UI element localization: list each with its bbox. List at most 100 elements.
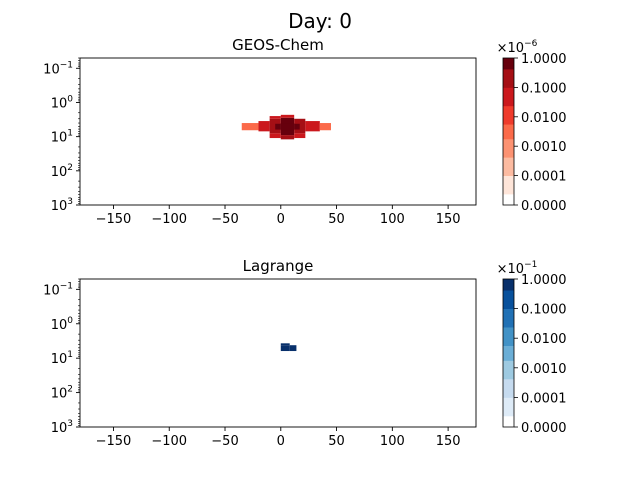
panel1-heatmap-cell [258, 121, 270, 132]
panel1-colorbar-swatch [503, 168, 514, 173]
panel1-colorbar-swatch [503, 171, 514, 176]
panel2-colorbar-swatch [503, 338, 514, 343]
panel1-colorbar-frame [502, 57, 515, 206]
panel2-y-tick-label: 103 [51, 419, 73, 436]
panel2-x-tick-label: 100 [380, 434, 405, 449]
panel2-colorbar-tick-label: 0.1000 [521, 303, 567, 318]
panel2-colorbar-tick-label: 0.0001 [521, 391, 567, 406]
panel2-colorbar-swatch [503, 378, 514, 383]
panel2-y-tick-label: 102 [51, 385, 73, 402]
panel1-colorbar-swatch [503, 58, 514, 63]
panel2-colorbar-swatch [503, 282, 514, 287]
panel1-y-tick-label: 103 [51, 197, 73, 214]
panel1-y-tick-label: 102 [51, 163, 73, 180]
panel2-colorbar-swatch [503, 308, 514, 313]
panel2-colorbar-swatch [503, 312, 514, 317]
panel1-colorbar-swatch [503, 182, 514, 188]
panel1-colorbar-swatch [503, 124, 514, 129]
panel2-colorbar-swatch [503, 286, 514, 291]
panel2-colorbar-swatch [503, 345, 514, 350]
panel1-heatmap-cell [241, 123, 259, 131]
panel2-heatmap-cell [280, 343, 290, 346]
panel1-colorbar-swatch [503, 142, 514, 147]
panel2-y-tick-label: 10−1 [43, 281, 73, 298]
panel2-colorbar-swatch [503, 408, 514, 413]
panel2-colorbar-swatch [503, 349, 514, 354]
panel1-colorbar-swatch [503, 113, 514, 118]
panel1-heatmap-cell [280, 114, 295, 118]
panel2-colorbar-swatch [503, 323, 514, 328]
panel2-colorbar-swatch [503, 415, 514, 420]
panel2-plot-area [80, 279, 476, 427]
panel2-x-tick-label: 0 [277, 434, 285, 449]
panel2-colorbar-swatch [503, 371, 514, 376]
panel1-heatmap-cell [275, 123, 281, 130]
panel2-colorbar-swatch [503, 375, 514, 380]
panel1-colorbar-swatch [503, 153, 514, 158]
panel1-x-tick-label: −150 [96, 212, 132, 227]
panel1-y-tick-label: 10−1 [43, 60, 73, 77]
panel1-colorbar-swatch [503, 135, 514, 140]
panel2-colorbar-swatch [503, 423, 514, 428]
panel1-colorbar-tick-label: 0.0001 [521, 170, 567, 185]
panel1-colorbar-swatch [503, 72, 514, 77]
panel2-title: Lagrange [243, 257, 314, 275]
panel2-colorbar-swatch [503, 397, 514, 402]
panel1-x-tick-label: 0 [277, 212, 285, 227]
panel1-colorbar-swatch [503, 190, 514, 195]
panel1-colorbar-swatch [503, 175, 514, 180]
panel1-colorbar-tick-label: 0.0100 [521, 111, 567, 126]
panel1-colorbar-swatch [503, 164, 514, 169]
panel2-colorbar-swatch [503, 401, 514, 406]
panel2-colorbar-swatch [503, 279, 514, 284]
panel2-colorbar-swatch [503, 364, 514, 369]
panel1-x-tick-label: −50 [211, 212, 238, 227]
panel2-colorbar-swatch [503, 367, 514, 372]
panel2-colorbar-swatch [503, 301, 514, 306]
panel2-colorbar-swatch [503, 293, 514, 298]
panel1-heatmap-cell [294, 123, 300, 130]
panel1-colorbar-swatch [503, 116, 514, 121]
panel2-colorbar-swatch [503, 386, 514, 391]
panel2-colorbar-swatch [503, 356, 514, 361]
panel2-colorbar-tick-label: 1.0000 [521, 273, 567, 288]
panel1-x-tick-label: −100 [151, 212, 187, 227]
panel2-colorbar-swatch [503, 360, 514, 365]
panel2-colorbar-swatch [503, 419, 514, 424]
panel2-colorbar-tick-label: 0.0000 [521, 421, 567, 436]
panel1-colorbar-swatch [503, 61, 514, 66]
panel2-colorbar-swatch [503, 327, 514, 332]
panel2-heatmap-cell [289, 345, 297, 352]
panel1-colorbar-swatch [503, 146, 514, 151]
panel1-colorbar-swatch [503, 201, 514, 206]
panel1-colorbar-tick-label: 0.0010 [521, 140, 567, 155]
panel2-colorbar-tick-label: 0.0010 [521, 362, 567, 377]
figure-suptitle: Day: 0 [288, 9, 352, 33]
panel2-x-tick-label: 50 [328, 434, 345, 449]
panel2-colorbar-swatch [503, 404, 514, 409]
panel2-x-tick-label: −150 [96, 434, 132, 449]
panel1-colorbar-swatch [503, 157, 514, 162]
panel1-colorbar-swatch [503, 193, 514, 199]
panel2-heatmap-cell [280, 345, 290, 352]
panel1-heatmap-cell [269, 116, 281, 119]
panel1-colorbar-swatch [503, 109, 514, 114]
panel2-colorbar-tick-label: 0.0100 [521, 332, 567, 347]
panel1-colorbar-swatch [503, 160, 514, 165]
panel2-colorbar-swatch [503, 341, 514, 346]
panel1-colorbar-swatch [503, 179, 514, 184]
panel2-x-tick-label: −50 [211, 434, 238, 449]
panel1-heatmap-cell [305, 121, 320, 132]
panel2-colorbar-swatch [503, 334, 514, 339]
panel2-colorbar-swatch [503, 330, 514, 335]
panel2-colorbar-swatch [503, 382, 514, 387]
panel2-colorbar-swatch [503, 304, 514, 309]
panel1-colorbar-swatch [503, 131, 514, 136]
panel1-x-tick-label: 50 [328, 212, 345, 227]
panel2-colorbar-frame [502, 278, 515, 428]
panel1-title: GEOS-Chem [232, 36, 324, 54]
panel1-heatmap-cell [319, 123, 331, 131]
panel1-colorbar-swatch [503, 65, 514, 70]
